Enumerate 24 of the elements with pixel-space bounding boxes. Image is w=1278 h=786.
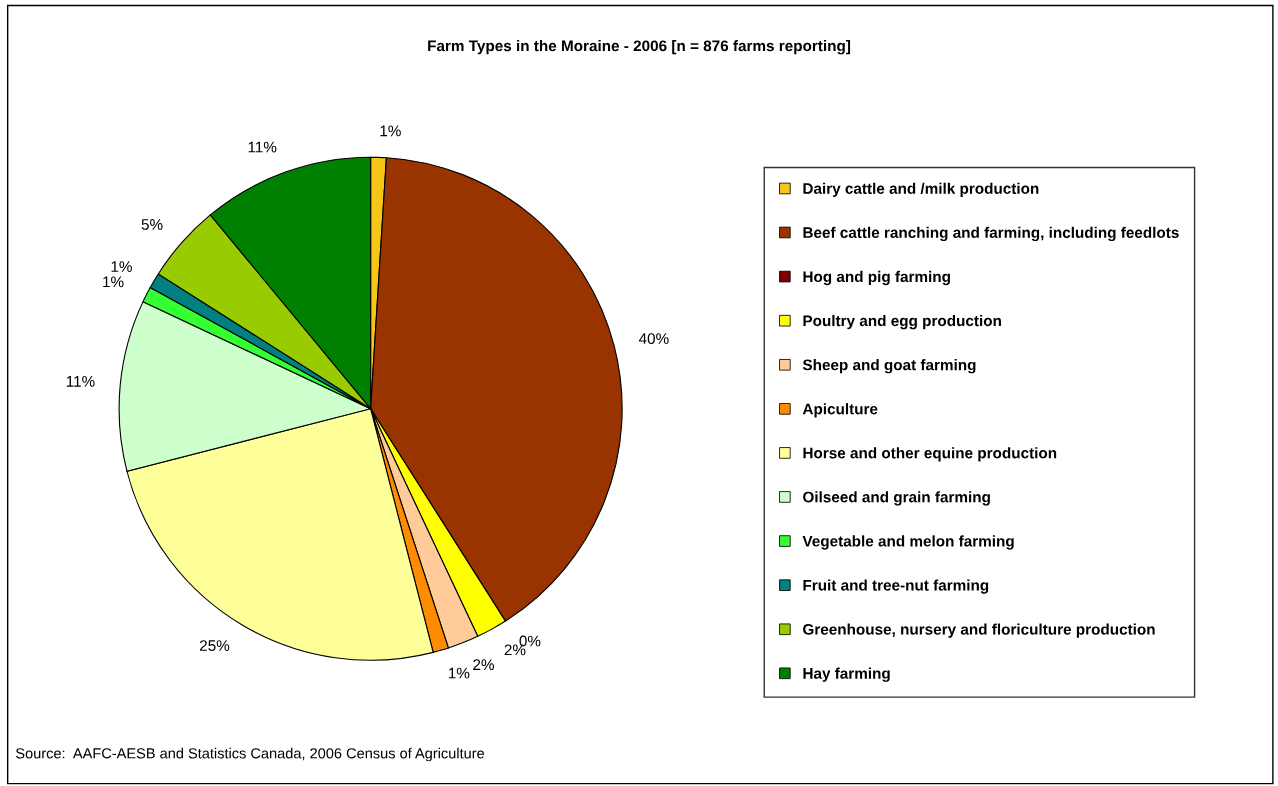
legend-label: Greenhouse, nursery and floriculture production <box>803 623 1155 638</box>
data-label: 11% <box>248 141 277 153</box>
legend-label: Horse and other equine production <box>803 447 1057 462</box>
legend-label: Vegetable and melon farming <box>802 535 1014 550</box>
data-label: 11% <box>66 376 95 387</box>
data-label: 25% <box>199 640 230 651</box>
legend-label: Poultry and egg production <box>803 314 1001 330</box>
data-label: 1% <box>380 125 401 137</box>
data-label: 1% <box>448 667 470 679</box>
data-label: 40% <box>638 333 669 345</box>
legend-label: Oilseed and grain farming <box>803 491 990 506</box>
data-label: 2% <box>473 659 495 670</box>
chart-title: Farm Types in the Moraine - 2006 [n = 876 farms reporting] <box>428 40 851 55</box>
legend-label: Apiculture <box>802 403 878 418</box>
data-label: 1% <box>111 261 132 272</box>
legend-label: Sheep and goat farming <box>802 359 976 374</box>
source-note: Source: AAFC-AESB and Statistics Canada, 2006 Census of Agriculture <box>16 747 485 762</box>
data-label: 5% <box>141 219 163 230</box>
legend-label: Hog and pig farming <box>803 270 950 286</box>
legend-label: Beef cattle ranching and farming, including feedlots <box>803 226 1179 242</box>
legend-label: Dairy cattle and /milk production <box>803 182 1039 197</box>
legend-label: Hay farming <box>803 667 890 682</box>
legend-label: Fruit and tree-nut farming <box>803 579 989 594</box>
data-label: 1% <box>103 276 124 288</box>
